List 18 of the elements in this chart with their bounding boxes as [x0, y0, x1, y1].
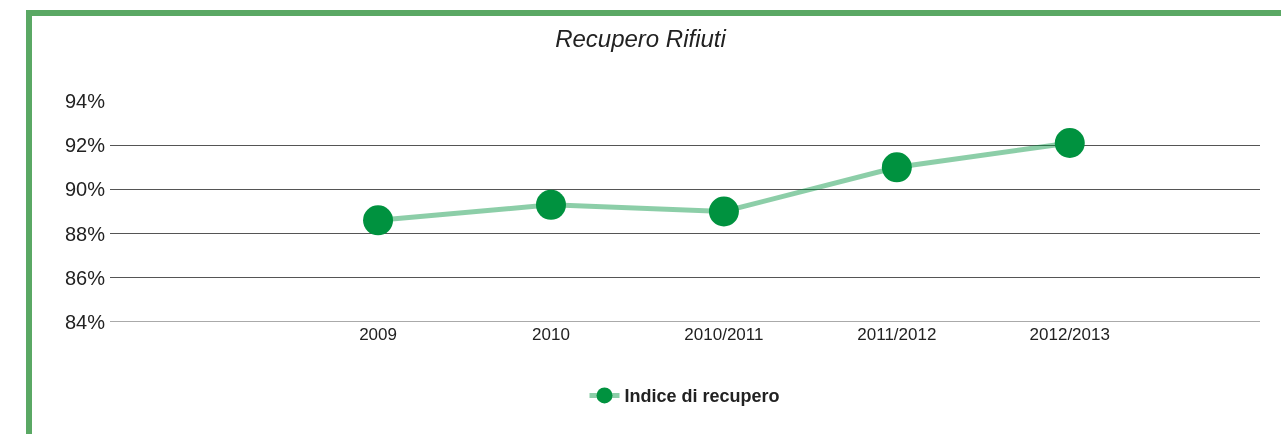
y-tick-label: 86% [64, 266, 106, 289]
x-tick-label: 2011/2012 [857, 325, 937, 344]
point [363, 205, 394, 236]
point [1054, 127, 1085, 158]
y-tick-label: 90% [64, 178, 106, 201]
x-tick-label: 2010 [532, 325, 570, 344]
point [535, 189, 566, 220]
y-tick-label: 94% [64, 90, 106, 112]
y-tick-label: 84% [64, 311, 106, 333]
x-tick-label: 2010/2011 [684, 325, 764, 344]
point [881, 152, 912, 183]
x-tick-label: 2012/2013 [1029, 325, 1110, 344]
point [708, 196, 739, 227]
y-tick-label: 88% [64, 222, 106, 245]
y-tick-label: 92% [64, 134, 106, 157]
chart-title: Recupero Rifiuti [555, 25, 727, 53]
legend-label: Indice di recupero [624, 386, 780, 407]
x-tick-label: 2009 [359, 325, 397, 344]
